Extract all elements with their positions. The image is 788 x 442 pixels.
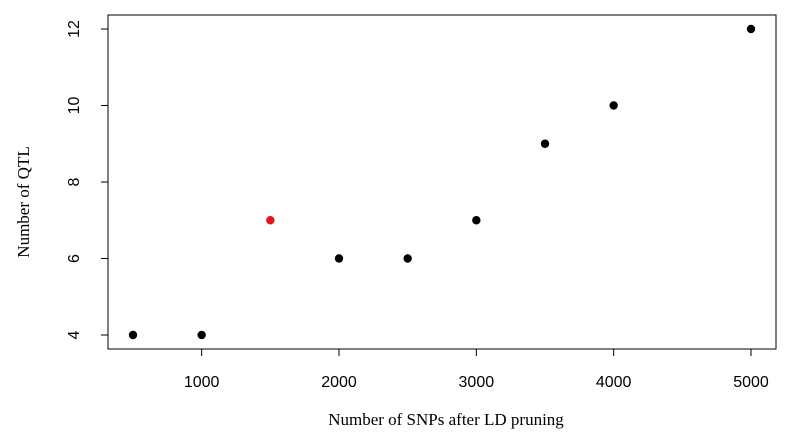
x-tick-label: 3000 (459, 374, 495, 391)
data-point (403, 254, 412, 263)
data-point (746, 24, 756, 34)
y-tick-label: 10 (66, 97, 83, 115)
x-tick-label: 1000 (184, 374, 220, 391)
x-axis-label: Number of SNPs after LD pruning (328, 410, 564, 429)
x-tick-label: 5000 (733, 374, 769, 391)
data-point (266, 216, 275, 225)
data-point (334, 254, 344, 263)
y-tick-label: 12 (66, 20, 83, 38)
x-axis: 1000 2000 3000 4000 5000 (184, 349, 769, 391)
y-axis-label: Number of QTL (14, 146, 33, 257)
plot-frame (107, 14, 777, 350)
y-axis: 4 6 8 10 12 (66, 20, 108, 339)
data-point (197, 330, 206, 340)
data-point (128, 330, 138, 340)
y-tick-label: 6 (66, 254, 83, 263)
data-point (609, 101, 618, 110)
x-tick-label: 4000 (596, 374, 632, 391)
data-point (540, 139, 550, 148)
y-tick-label: 8 (66, 177, 83, 186)
data-points (128, 24, 756, 340)
x-tick-label: 2000 (321, 374, 357, 391)
y-tick-label: 4 (66, 330, 83, 339)
data-point (472, 216, 481, 225)
